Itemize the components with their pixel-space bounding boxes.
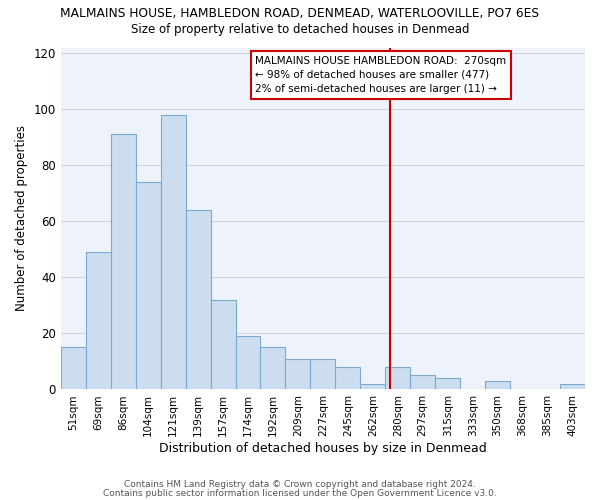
Bar bbox=[185, 210, 211, 390]
Bar bbox=[410, 376, 435, 390]
Bar bbox=[335, 367, 361, 390]
Text: Contains HM Land Registry data © Crown copyright and database right 2024.: Contains HM Land Registry data © Crown c… bbox=[124, 480, 476, 489]
Y-axis label: Number of detached properties: Number of detached properties bbox=[15, 126, 28, 312]
Bar bbox=[310, 358, 335, 390]
Text: Size of property relative to detached houses in Denmead: Size of property relative to detached ho… bbox=[131, 22, 469, 36]
X-axis label: Distribution of detached houses by size in Denmead: Distribution of detached houses by size … bbox=[159, 442, 487, 455]
Bar bbox=[161, 115, 185, 390]
Bar bbox=[385, 367, 410, 390]
Bar bbox=[111, 134, 136, 390]
Bar bbox=[286, 358, 310, 390]
Bar bbox=[86, 252, 111, 390]
Bar bbox=[260, 348, 286, 390]
Bar bbox=[211, 300, 236, 390]
Bar bbox=[435, 378, 460, 390]
Text: Contains public sector information licensed under the Open Government Licence v3: Contains public sector information licen… bbox=[103, 488, 497, 498]
Bar bbox=[236, 336, 260, 390]
Text: MALMAINS HOUSE HAMBLEDON ROAD:  270sqm
← 98% of detached houses are smaller (477: MALMAINS HOUSE HAMBLEDON ROAD: 270sqm ← … bbox=[256, 56, 506, 94]
Bar bbox=[136, 182, 161, 390]
Bar bbox=[361, 384, 385, 390]
Bar bbox=[485, 381, 510, 390]
Bar bbox=[61, 348, 86, 390]
Text: MALMAINS HOUSE, HAMBLEDON ROAD, DENMEAD, WATERLOOVILLE, PO7 6ES: MALMAINS HOUSE, HAMBLEDON ROAD, DENMEAD,… bbox=[61, 8, 539, 20]
Bar bbox=[560, 384, 585, 390]
